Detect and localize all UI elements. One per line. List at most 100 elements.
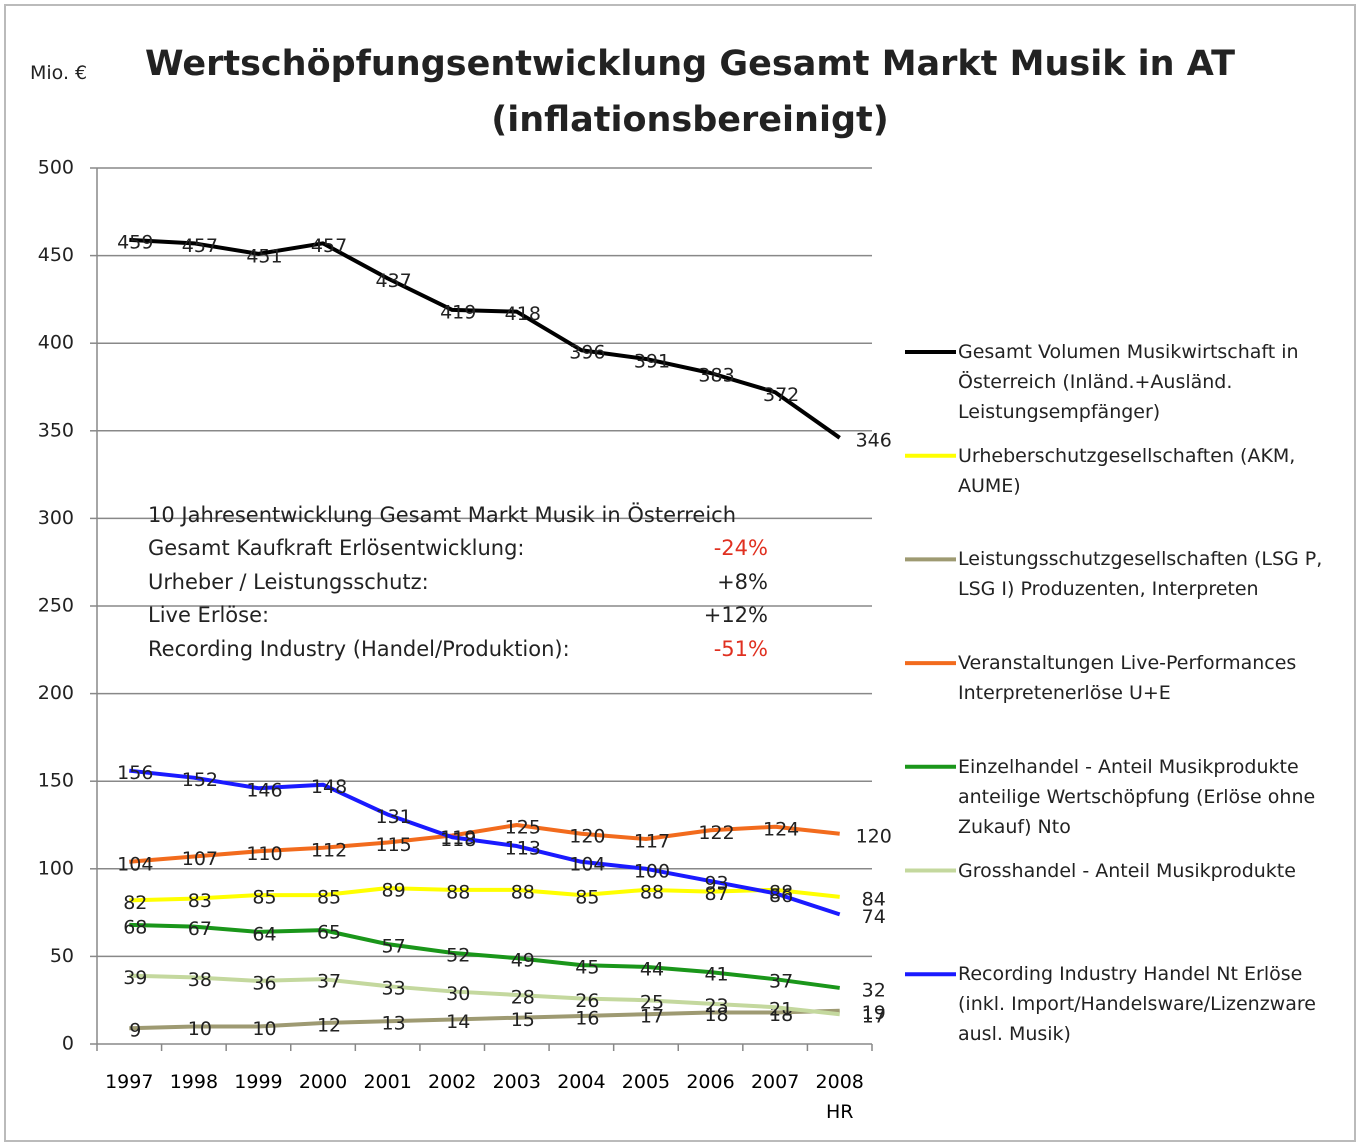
data-label: 89 [382,880,406,902]
data-label: 118 [440,829,476,851]
y-tick-label: 0 [62,1033,74,1055]
legend-entry: Einzelhandel - Anteil Musikprodukte ante… [958,755,1316,838]
data-label: 117 [634,831,670,853]
data-label: 85 [575,887,599,909]
summary-title: 10 Jahresentwicklung Gesamt Markt Musik … [148,503,737,527]
y-tick-label: 500 [38,157,74,179]
data-label: 74 [862,906,886,928]
series-line [129,973,840,1017]
data-label: 120 [569,825,605,847]
summary-value: +12% [703,603,768,627]
data-label: 9 [129,1020,141,1042]
data-label: 146 [246,780,282,802]
x-tick-label: 2008 HR [815,1071,864,1123]
x-tick-label: 1998 [169,1071,219,1093]
series-line [129,1008,840,1031]
summary-label: Urheber / Leistungsschutz: [148,569,429,594]
legend-entry: Veranstaltungen Live-Performances Interp… [958,652,1297,705]
data-label: 100 [634,860,670,882]
data-label: 15 [511,1009,535,1031]
data-label: 156 [117,762,153,784]
summary-label: Gesamt Kaufkraft Erlösentwicklung: [148,536,525,560]
data-label: 39 [123,967,147,989]
data-label: 37 [769,971,793,993]
data-label: 67 [188,918,212,940]
data-label: 396 [569,342,605,364]
data-label: 12 [317,1014,341,1036]
data-label: 131 [375,806,411,828]
x-tick-label: 2005 [621,1071,671,1093]
data-label: 52 [446,944,470,966]
data-label: 120 [856,825,892,847]
data-label: 10 [252,1018,276,1040]
data-label: 82 [123,892,147,914]
data-label: 104 [117,853,153,875]
data-label: 84 [862,888,886,910]
data-label: 36 [252,972,276,994]
data-label: 26 [575,990,599,1012]
data-label: 21 [769,999,793,1021]
data-label: 41 [704,964,728,986]
data-label: 13 [382,1013,406,1035]
data-label: 10 [188,1018,212,1040]
legend-entry: Grosshandel - Anteil Musikprodukte [958,859,1296,882]
data-label: 88 [511,881,535,903]
data-label: 28 [511,986,535,1008]
x-tick-label: 1999 [234,1071,283,1093]
x-tick-label: 2007 [750,1071,800,1093]
y-axis-label: Mio. € [30,62,88,84]
data-label: 17 [862,1006,886,1028]
data-label: 57 [382,936,406,958]
y-tick-label: 250 [38,595,74,617]
y-tick-label: 350 [38,419,74,441]
y-tick-label: 300 [38,507,74,529]
series-line [129,823,840,864]
data-label: 122 [698,822,734,844]
data-label: 88 [446,881,470,903]
data-label: 38 [188,969,212,991]
data-label: 65 [317,922,341,944]
data-label: 45 [575,957,599,979]
data-label: 87 [704,883,728,905]
data-label: 19 [862,1002,886,1024]
data-label: 88 [640,881,664,903]
y-tick-label: 200 [38,682,74,704]
x-tick-label: 2006 [686,1071,735,1093]
summary-value: -51% [713,636,768,661]
summary-value: +8% [717,569,768,594]
x-tick-label: 2000 [298,1071,348,1093]
x-tick-label: 1997 [105,1071,154,1093]
legend-entry: Gesamt Volumen Musikwirtschaft in Österr… [958,341,1299,423]
data-label: 93 [704,873,728,895]
data-label: 112 [311,839,347,861]
data-label: 30 [446,983,470,1005]
data-label: 115 [375,834,411,856]
data-label: 451 [246,245,282,267]
x-tick-label: 2002 [428,1071,477,1093]
data-label: 391 [634,350,670,372]
data-label: 23 [704,995,728,1017]
data-label: 68 [123,916,147,938]
summary-label: Live Erlöse: [148,603,270,627]
frame [4,4,1356,1142]
chart-title: Wertschöpfungsentwicklung Gesamt Markt M… [144,44,1236,140]
legend-entry: Urheberschutzgesellschaften (AKM, AUME) [958,444,1296,497]
series-line [129,886,840,903]
data-label: 113 [505,838,541,860]
y-tick-label: 150 [38,770,74,792]
x-tick-label: 2004 [557,1071,606,1093]
data-label: 104 [569,853,605,875]
data-label: 85 [252,887,276,909]
data-label: 32 [862,979,886,1001]
data-label: 148 [311,776,347,798]
data-label: 14 [446,1011,470,1033]
data-label: 25 [640,992,664,1014]
data-label: 17 [640,1006,664,1028]
data-label: 152 [182,769,218,791]
data-label: 16 [575,1007,599,1029]
data-label: 83 [188,890,212,912]
x-tick-label: 2001 [363,1071,412,1093]
data-label: 44 [640,958,664,980]
